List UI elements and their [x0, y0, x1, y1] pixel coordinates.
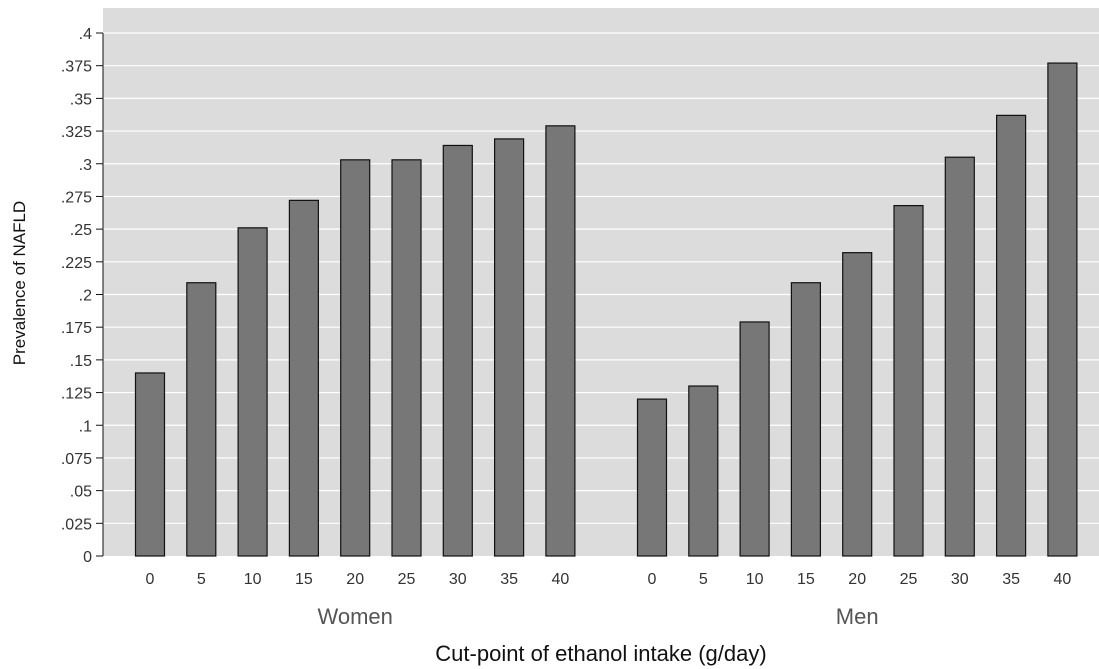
x-tick-label: 10: [746, 571, 764, 588]
x-tick-label: 5: [699, 571, 708, 588]
y-tick-label: .075: [61, 451, 92, 468]
x-tick-labels: 0 5 10 15 20 25 30 35 40 0 5 10 15 20 25 30 35 40: [146, 571, 1072, 588]
y-tick-label: .3: [79, 157, 92, 174]
bar-women-40: [545, 125, 576, 557]
y-tick-label: .25: [70, 222, 92, 239]
y-tick-label: .35: [70, 91, 92, 108]
bar-men-5: [688, 385, 719, 557]
x-tick-label: 40: [1054, 571, 1072, 588]
x-tick-label: 10: [244, 571, 262, 588]
x-tick-label: 20: [346, 571, 364, 588]
x-tick-label: 35: [500, 571, 518, 588]
bar-women-30: [442, 144, 473, 557]
plot-background: [103, 8, 1099, 556]
bar-men-30: [944, 156, 975, 557]
y-tick-label: .025: [61, 516, 92, 533]
bar-women-15: [288, 199, 319, 557]
y-tick-label: .175: [61, 320, 92, 337]
y-tick-label: .2: [79, 288, 92, 305]
y-tick-label: .05: [70, 484, 92, 501]
grid-lines: [103, 32, 1099, 524]
bar-women-20: [340, 159, 371, 557]
bar-men-25: [893, 204, 924, 557]
x-tick-label: 25: [398, 571, 416, 588]
y-tick-label: .275: [61, 189, 92, 206]
x-tick-label: 5: [197, 571, 206, 588]
x-tick-label: 20: [848, 571, 866, 588]
group-label-women: Women: [317, 604, 392, 629]
bar-men-35: [995, 114, 1027, 557]
y-tick-label: .125: [61, 386, 92, 403]
bar-men-0: [636, 398, 668, 557]
group-labels: Women Men: [317, 604, 878, 629]
x-axis-title: Cut-point of ethanol intake (g/day): [435, 641, 766, 666]
group-label-men: Men: [836, 604, 879, 629]
bar-women-0: [134, 372, 166, 557]
y-axis-title: Prevalence of NAFLD: [10, 201, 29, 365]
x-tick-label: 40: [552, 571, 570, 588]
y-tick-label: .375: [61, 59, 92, 76]
bars: [134, 62, 1078, 557]
y-tick-label: 0: [83, 549, 92, 566]
bar-women-35: [494, 138, 525, 557]
bar-men-10: [739, 321, 770, 557]
bar-men-40: [1047, 62, 1078, 557]
x-tick-label: 15: [797, 571, 815, 588]
y-tick-label: .325: [61, 124, 92, 141]
x-tick-label: 30: [449, 571, 467, 588]
x-tick-label: 25: [900, 571, 918, 588]
bar-women-25: [391, 159, 422, 557]
y-tick-label: .1: [79, 418, 92, 435]
bar-men-15: [790, 282, 822, 557]
x-tick-label: 0: [648, 571, 657, 588]
bar-women-5: [186, 282, 217, 557]
bar-men-20: [842, 252, 873, 557]
x-tick-label: 0: [146, 571, 155, 588]
y-axis: 0 .025 .05 .075 .1 .125 .15 .175 .2 .225 .25 .275 .3…: [61, 26, 104, 566]
y-tick-label: .15: [70, 353, 92, 370]
y-tick-label: .4: [79, 26, 92, 43]
x-tick-label: 30: [951, 571, 969, 588]
y-tick-label: .225: [61, 255, 92, 272]
x-tick-label: 15: [295, 571, 313, 588]
x-tick-label: 35: [1002, 571, 1020, 588]
bar-women-10: [237, 227, 268, 557]
